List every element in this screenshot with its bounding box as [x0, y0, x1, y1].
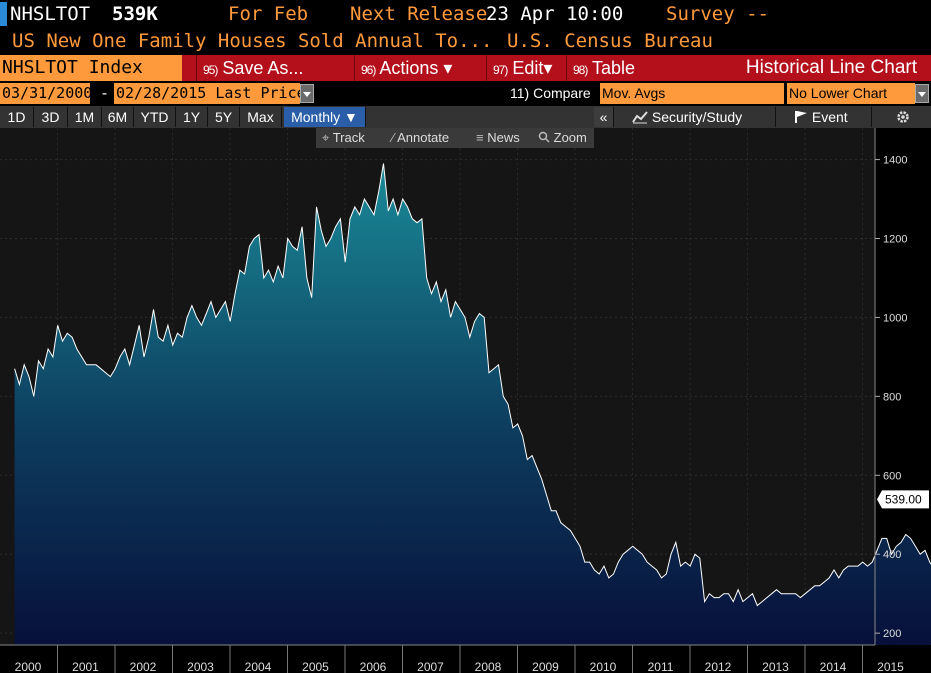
- x-tick-label: 2013: [762, 660, 789, 673]
- actions-label: Actions ▾: [379, 58, 453, 78]
- x-tick-label: 2006: [360, 660, 387, 673]
- x-tick-label: 2004: [245, 660, 272, 673]
- next-release-label: Next Release: [350, 3, 488, 25]
- actions-button[interactable]: 96) Actions ▾: [354, 55, 478, 81]
- end-date: 02/28/2015: [116, 84, 207, 102]
- settings-button[interactable]: [874, 107, 931, 127]
- security-study-label: Security/Study: [651, 109, 743, 125]
- table-number: 98): [573, 63, 588, 77]
- end-date-field[interactable]: 02/28/2015 Last Price: [114, 83, 306, 104]
- start-date-field[interactable]: 03/31/2000: [0, 83, 93, 104]
- security-field[interactable]: NHSLTOT Index: [0, 55, 182, 81]
- period-1y[interactable]: 1Y: [176, 107, 208, 127]
- y-tick-label: 1200: [883, 234, 907, 246]
- period-1m[interactable]: 1M: [68, 107, 102, 127]
- period-ytd[interactable]: YTD: [134, 107, 176, 127]
- save-as-label: Save As...: [222, 58, 304, 78]
- survey-label: Survey --: [666, 3, 769, 25]
- y-tick-label: 400: [883, 549, 901, 561]
- x-tick-label: 2005: [302, 660, 329, 673]
- period-bar: 1D 3D 1M 6M YTD 1Y 5Y Max Monthly ▼ « Se…: [0, 106, 931, 128]
- ticker-marker: [0, 2, 7, 26]
- x-tick-label: 2010: [590, 660, 617, 673]
- table-button[interactable]: 98) Table: [566, 55, 716, 81]
- event-button[interactable]: Event: [778, 107, 872, 127]
- description-bar: US New One Family Houses Sold Annual To.…: [0, 28, 931, 54]
- x-tick-label: 2011: [648, 660, 674, 673]
- current-value: 539K: [112, 3, 158, 25]
- lower-chart-dropdown[interactable]: [915, 84, 929, 103]
- period-3d[interactable]: 3D: [34, 107, 68, 127]
- x-tick-label: 2012: [705, 660, 732, 673]
- y-tick-label: 1400: [883, 155, 907, 167]
- x-tick-label: 2003: [187, 660, 214, 673]
- last-value-label: 539.00: [885, 492, 922, 506]
- news-label: News: [487, 130, 520, 145]
- next-release-date: 23 Apr 10:00: [486, 3, 624, 25]
- gear-icon: [896, 111, 909, 123]
- chart-title: Historical Line Chart: [745, 57, 917, 78]
- compare-label: 11) Compare: [510, 85, 591, 101]
- edit-label: Edit▾: [512, 58, 553, 78]
- annotate-label: Annotate: [397, 130, 450, 145]
- x-tick-label: 2015: [877, 660, 904, 673]
- period-label: For Feb: [228, 3, 309, 25]
- x-tick-label: 2008: [475, 660, 502, 673]
- security-study-button[interactable]: Security/Study: [616, 107, 776, 127]
- collapse-button[interactable]: «: [594, 107, 614, 127]
- news-icon: ≡: [476, 130, 484, 145]
- x-tick-label: 2009: [532, 660, 559, 673]
- x-tick-label: 2000: [15, 660, 42, 673]
- series-area: [14, 163, 931, 645]
- y-tick-label: 600: [883, 470, 901, 482]
- quote-header: NHSLTOT 539K For Feb Next Release 23 Apr…: [0, 0, 931, 28]
- date-separator: -: [100, 84, 110, 102]
- table-label: Table: [592, 58, 636, 78]
- crosshair-icon: ⌖: [322, 130, 330, 145]
- zoom-label: Zoom: [553, 130, 587, 145]
- price-field-dropdown[interactable]: [300, 84, 314, 103]
- compare-field[interactable]: Mov. Avgs: [600, 83, 784, 104]
- function-bar: NHSLTOT Index 95) Save As... 96) Actions…: [0, 55, 931, 81]
- flag-icon: [795, 111, 807, 123]
- edit-number: 97): [493, 63, 508, 77]
- chart-toolbar: ⌖ Track ∕ Annotate ≡ News Zoom: [316, 128, 594, 148]
- period-5y[interactable]: 5Y: [208, 107, 240, 127]
- x-tick-label: 2014: [820, 660, 847, 673]
- track-button[interactable]: ⌖ Track: [322, 128, 365, 148]
- ticker-code: NHSLTOT: [10, 3, 91, 25]
- y-tick-label: 1000: [883, 312, 907, 324]
- event-label: Event: [811, 109, 848, 125]
- save-as-number: 95): [203, 63, 218, 77]
- date-bar: 03/31/2000 - 02/28/2015 Last Price 11) C…: [0, 83, 931, 104]
- data-source: U.S. Census Bureau: [507, 30, 713, 52]
- y-tick-label: 800: [883, 391, 901, 403]
- news-button[interactable]: ≡ News: [476, 128, 520, 148]
- actions-number: 96): [361, 63, 376, 77]
- frequency-dropdown[interactable]: Monthly ▼: [284, 107, 366, 127]
- series-line[interactable]: [14, 163, 931, 607]
- save-as-button[interactable]: 95) Save As...: [196, 55, 338, 81]
- period-max[interactable]: Max: [240, 107, 282, 127]
- x-tick-label: 2001: [72, 660, 99, 673]
- magnifier-icon: [538, 131, 550, 143]
- zoom-button[interactable]: Zoom: [538, 128, 587, 148]
- y-tick-label: 200: [883, 628, 901, 640]
- pencil-icon: ∕: [392, 130, 395, 145]
- chart-study-icon: [632, 111, 648, 124]
- security-description: US New One Family Houses Sold Annual To.…: [12, 30, 493, 52]
- period-6m[interactable]: 6M: [102, 107, 134, 127]
- last-value-tag: 539.00: [877, 490, 929, 509]
- y-axis: 200 400 600 800 1000 1200 1400: [875, 155, 907, 640]
- track-label: Track: [332, 130, 365, 145]
- price-field: Last Price: [215, 84, 306, 102]
- period-1d[interactable]: 1D: [0, 107, 34, 127]
- x-tick-label: 2007: [417, 660, 444, 673]
- lower-chart-field[interactable]: No Lower Chart: [787, 83, 915, 104]
- x-axis: 2000 2001 2002 2003 2004 2005 2006 2007 2008 2009…: [15, 645, 904, 673]
- x-tick-label: 2002: [130, 660, 157, 673]
- edit-button[interactable]: 97) Edit▾: [486, 55, 562, 81]
- annotate-button[interactable]: ∕ Annotate: [392, 128, 449, 148]
